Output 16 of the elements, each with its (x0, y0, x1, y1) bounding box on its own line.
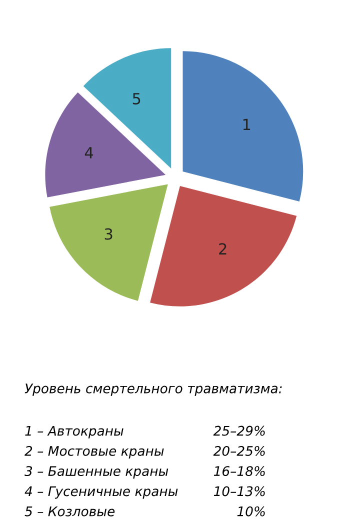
text: 20–25% (213, 446, 265, 456)
text: 5 – Козловые (24, 506, 115, 516)
slice-label: 1 (243, 118, 250, 130)
slice-label: 4 (84, 147, 94, 158)
slice-label: 3 (104, 228, 112, 240)
text: 10% (237, 506, 265, 516)
slice-label: 2 (219, 243, 226, 254)
text: Уровень смертельного травматизма: (24, 384, 282, 396)
text: 3 – Башенные краны (24, 466, 168, 479)
text: 25–29% (213, 426, 265, 436)
text: 1 – Автокраны (25, 426, 124, 438)
text: 4 – Гусеничные краны (24, 486, 178, 499)
text: 10–13% (214, 486, 265, 496)
text: 2 – Мостовые краны (24, 446, 164, 458)
slice-label: 5 (132, 93, 140, 104)
text: 16–18% (214, 466, 265, 476)
